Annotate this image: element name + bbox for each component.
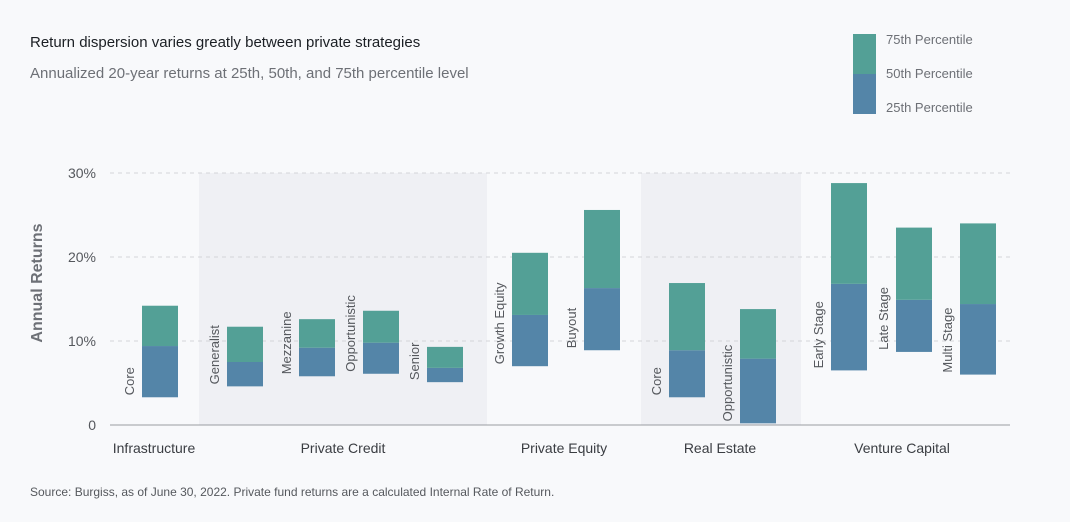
y-tick-label: 0 [88, 417, 96, 433]
bar-lower-opportunistic [363, 342, 399, 374]
y-axis-label: Annual Returns [29, 223, 46, 342]
bar-lower-mezzanine [299, 347, 335, 377]
chart-title: Return dispersion varies greatly between… [30, 34, 421, 51]
legend-entry: 50th Percentile [886, 66, 973, 81]
bar-upper-late-stage [896, 227, 932, 300]
bar-lower-growth-equity [512, 314, 548, 367]
y-tick-label: 10% [68, 333, 96, 349]
bar-upper-growth-equity [512, 252, 548, 315]
bar-upper-multi-stage [960, 223, 996, 305]
bar-upper-mezzanine [299, 319, 335, 348]
bar-lower-multi-stage [960, 304, 996, 375]
bar-upper-core [669, 283, 705, 351]
bar-upper-opportunistic [363, 310, 399, 343]
bar-lower-core [142, 346, 178, 398]
bar-upper-early-stage [831, 183, 867, 284]
bar-upper-buyout [584, 209, 620, 289]
bar-lower-late-stage [896, 299, 932, 352]
group-label: Private Equity [521, 440, 607, 456]
bar-upper-opportunistic [740, 309, 776, 359]
bar-label: Core [649, 367, 664, 395]
bar-label: Opportunistic [720, 344, 735, 421]
bar-label: Late Stage [876, 287, 891, 350]
bar-label: Generalist [207, 325, 222, 385]
bar-label: Buyout [564, 307, 579, 348]
group-label: Infrastructure [113, 440, 196, 456]
bar-label: Core [122, 367, 137, 395]
bar-upper-core [142, 305, 178, 347]
group-label: Venture Capital [854, 440, 950, 456]
bar-upper-senior [427, 346, 463, 368]
y-tick-label: 20% [68, 249, 96, 265]
group-label: Private Credit [301, 440, 386, 456]
bar-lower-opportunistic [740, 358, 776, 424]
bar-label: Early Stage [811, 301, 826, 368]
bar-lower-core [669, 350, 705, 398]
bar-label: Opportunistic [343, 295, 358, 372]
bar-label: Senior [407, 342, 422, 380]
bar-lower-buyout [584, 288, 620, 351]
chart-subtitle: Annualized 20-year returns at 25th, 50th… [30, 65, 469, 82]
bar-upper-generalist [227, 326, 263, 362]
bar-lower-senior [427, 367, 463, 383]
bar-lower-early-stage [831, 283, 867, 371]
legend-entry: 75th Percentile [886, 32, 973, 47]
legend-swatch-lower [853, 74, 876, 114]
y-tick-label: 30% [68, 165, 96, 181]
legend-entry: 25th Percentile [886, 100, 973, 115]
source-note: Source: Burgiss, as of June 30, 2022. Pr… [30, 485, 555, 499]
bar-label: Multi Stage [940, 308, 955, 373]
bar-label: Growth Equity [492, 282, 507, 364]
bar-label: Mezzanine [279, 311, 294, 374]
group-label: Real Estate [684, 440, 757, 456]
bar-lower-generalist [227, 362, 263, 387]
legend-swatch-upper [853, 34, 876, 74]
